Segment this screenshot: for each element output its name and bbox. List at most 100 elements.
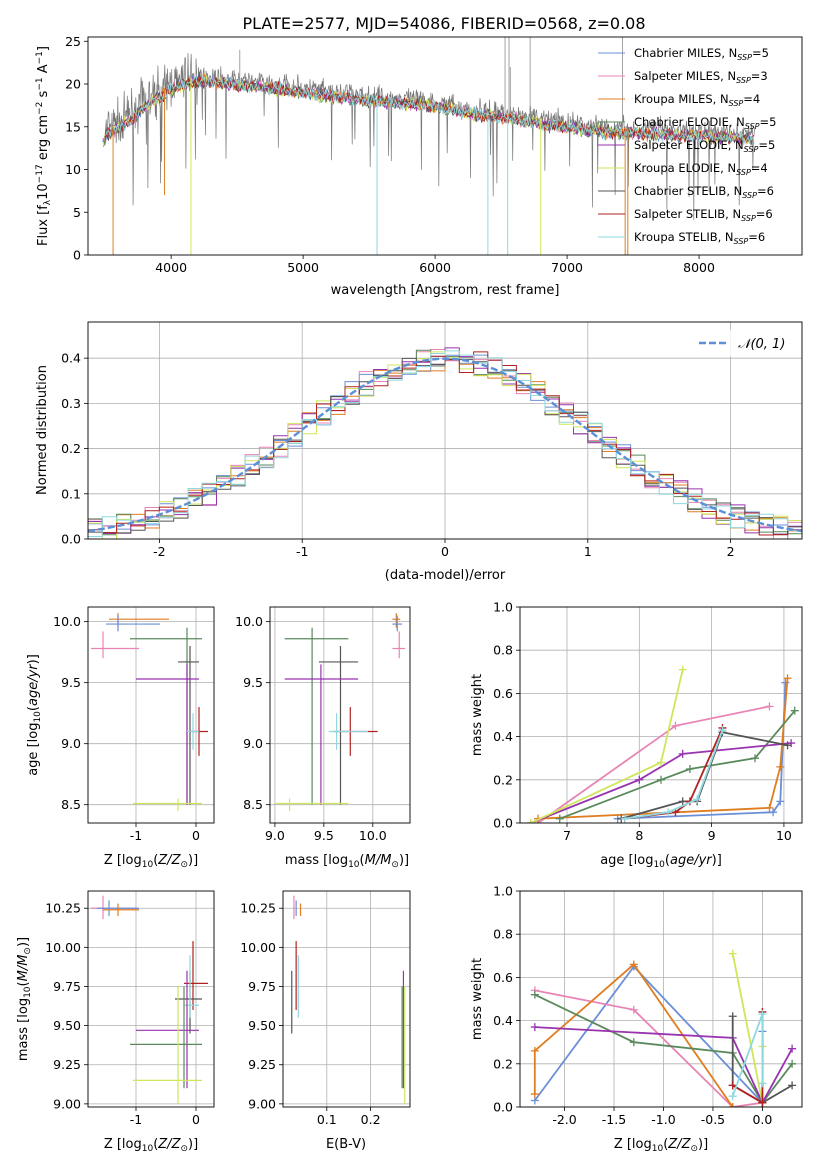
- y-tick-label: 10.0: [235, 614, 263, 629]
- series-chabrier-stelib-marker: [728, 1012, 737, 1021]
- legend-label: Chabrier ELODIE, NSSP=5: [634, 115, 776, 131]
- x-tick-label: 10: [776, 828, 792, 843]
- series-kroupa-miles-marker: [783, 674, 792, 683]
- figure-title: PLATE=2577, MJD=54086, FIBERID=0568, z=0…: [242, 14, 645, 33]
- x-tick-label: 0: [192, 1112, 200, 1127]
- series-kroupa-stelib-marker: [758, 1010, 767, 1019]
- x-axis-label: age [log10(age/yr)]: [600, 853, 722, 870]
- y-tick-label: 10: [65, 162, 81, 177]
- x-axis-label: Z [log10(Z/Z⊙)]: [104, 1137, 198, 1154]
- plot-content: [526, 665, 799, 823]
- panel-spectrum: 4000 5000 6000 7000 8000 0 5 10 15 20 25 Chabrier M…: [35, 34, 803, 298]
- series-salpeter-miles-marker: [671, 721, 680, 730]
- series-kroupa-elodie-marker: [657, 758, 665, 767]
- axes-frame: [87, 606, 215, 824]
- axes-frame: [269, 606, 411, 824]
- x-tick-label: -1: [296, 544, 308, 559]
- series-kroupa-miles-marker: [776, 762, 785, 771]
- axes-frame: [519, 606, 803, 824]
- series-chabrier-stelib-marker: [678, 797, 687, 806]
- plot-area: [520, 891, 802, 1107]
- legend-label: Chabrier MILES, NSSP=5: [634, 46, 769, 62]
- y-axis-label: Flux [fλ10−17 erg cm−2 s−1 A−1]: [35, 46, 53, 246]
- series-chabrier-elodie-marker: [751, 754, 759, 763]
- series-chabrier-stelib-marker: [783, 741, 792, 750]
- legend-label: Chabrier STELIB, NSSP=6: [634, 184, 774, 200]
- series-salpeter-stelib-marker: [758, 1098, 767, 1107]
- x-tick-label: 9: [708, 828, 716, 843]
- y-tick-label: 0.4: [61, 351, 81, 366]
- y-tick-label: 5: [73, 205, 81, 220]
- x-tick-label: -1: [130, 1112, 142, 1127]
- y-tick-label: 9.50: [53, 1018, 81, 1033]
- series-kroupa-stelib-marker: [758, 1079, 767, 1088]
- y-tick-label: 0.8: [493, 643, 513, 658]
- plot-content: [102, 37, 755, 255]
- panel-age-vs-Z: -1 0 8.5 9.0 9.5 10.0 Z [log10(Z/Z⊙)] age [log1…: [26, 606, 215, 870]
- y-tick-label: 10.0: [53, 614, 81, 629]
- y-axis-label: age [log10(age/yr)]: [26, 654, 43, 776]
- panel-residual-histogram: -2 -1 0 1 2 0.0 0.1 0.2 0.3 0.4 𝒩(0, 1) (data-model…: [35, 321, 803, 583]
- series-chabrier-elodie-marker: [657, 775, 665, 784]
- series-kroupa-miles-marker: [765, 803, 774, 812]
- x-tick-label: 4000: [155, 260, 187, 275]
- series-chabrier-elodie-marker: [629, 1038, 638, 1047]
- y-tick-label: 9.50: [248, 1018, 276, 1033]
- x-tick-label: 7: [563, 828, 571, 843]
- axes-frame: [282, 890, 411, 1108]
- legend-label: Kroupa ELODIE, NSSP=4: [634, 161, 768, 177]
- plot-area: [88, 607, 214, 823]
- series-salpeter-miles-marker: [629, 1005, 638, 1014]
- x-tick-label: 9.0: [265, 828, 285, 843]
- x-tick-label: -2: [153, 544, 165, 559]
- y-tick-label: 0.0: [61, 532, 81, 547]
- series-kroupa-stelib-marker: [718, 726, 727, 735]
- histogram-kroupa-stelib: [88, 350, 802, 537]
- y-tick-label: 9.25: [53, 1057, 81, 1072]
- y-tick-label: 0.2: [493, 1056, 513, 1071]
- series-salpeter-elodie-marker: [530, 1023, 539, 1032]
- x-tick-label: 0.0: [752, 1112, 772, 1127]
- legend: Chabrier MILES, NSSP=5 Salpeter MILES, NS…: [598, 46, 776, 246]
- model-spectrum-kroupa-stelib: [105, 73, 755, 146]
- x-tick-label: -1.0: [651, 1112, 675, 1127]
- y-axis-label: mass [log10(M/M⊙)]: [16, 937, 33, 1061]
- gaussian-curve: [88, 357, 802, 533]
- series-salpeter-elodie: [534, 1026, 793, 1105]
- series-chabrier-miles-marker: [769, 808, 778, 817]
- series-kroupa-stelib-marker: [693, 795, 702, 804]
- legend-label: Salpeter ELODIE, NSSP=5: [634, 138, 775, 154]
- series-kroupa-miles-marker: [728, 1103, 737, 1107]
- y-axis-label: Normed distribution: [35, 365, 50, 495]
- x-tick-label: 9.5: [314, 828, 334, 843]
- plot-content: [88, 347, 802, 539]
- y-tick-label: 9.00: [53, 1096, 81, 1111]
- series-chabrier-elodie-marker: [555, 814, 564, 823]
- plot-area: [520, 607, 802, 823]
- x-tick-label: 5000: [287, 260, 319, 275]
- series-salpeter-elodie: [530, 742, 792, 823]
- series-kroupa-stelib: [624, 729, 724, 820]
- plot-area: [283, 891, 410, 1107]
- legend-label: Kroupa MILES, NSSP=4: [634, 92, 760, 108]
- y-tick-label: 0.4: [493, 729, 513, 744]
- legend-label: 𝒩(0, 1): [738, 337, 785, 352]
- y-tick-label: 10.00: [45, 940, 81, 955]
- panel-mass-weight-vs-Z: -2.0 -1.5 -1.0 -0.5 0.0 0.0 0.2 0.4 0.6 0.8 1.0 Z […: [470, 884, 803, 1154]
- legend-label: Salpeter STELIB, NSSP=6: [634, 207, 773, 223]
- series-kroupa-stelib-marker: [728, 1092, 737, 1101]
- histogram-chabrier-stelib: [88, 357, 802, 535]
- y-tick-label: 0.3: [61, 396, 81, 411]
- y-tick-label: 10.00: [240, 940, 276, 955]
- series-kroupa-stelib-marker: [664, 808, 673, 817]
- series-kroupa-elodie-marker: [728, 949, 737, 958]
- y-tick-label: 25: [65, 34, 81, 49]
- y-tick-label: 15: [65, 119, 81, 134]
- x-axis-label: Z [log10(Z/Z⊙)]: [614, 1137, 708, 1154]
- x-tick-label: 10.0: [359, 828, 387, 843]
- y-tick-label: 9.5: [61, 675, 81, 690]
- series-salpeter-elodie-marker: [635, 775, 644, 784]
- plot-area: [88, 37, 802, 255]
- series-chabrier-elodie-marker: [530, 990, 539, 999]
